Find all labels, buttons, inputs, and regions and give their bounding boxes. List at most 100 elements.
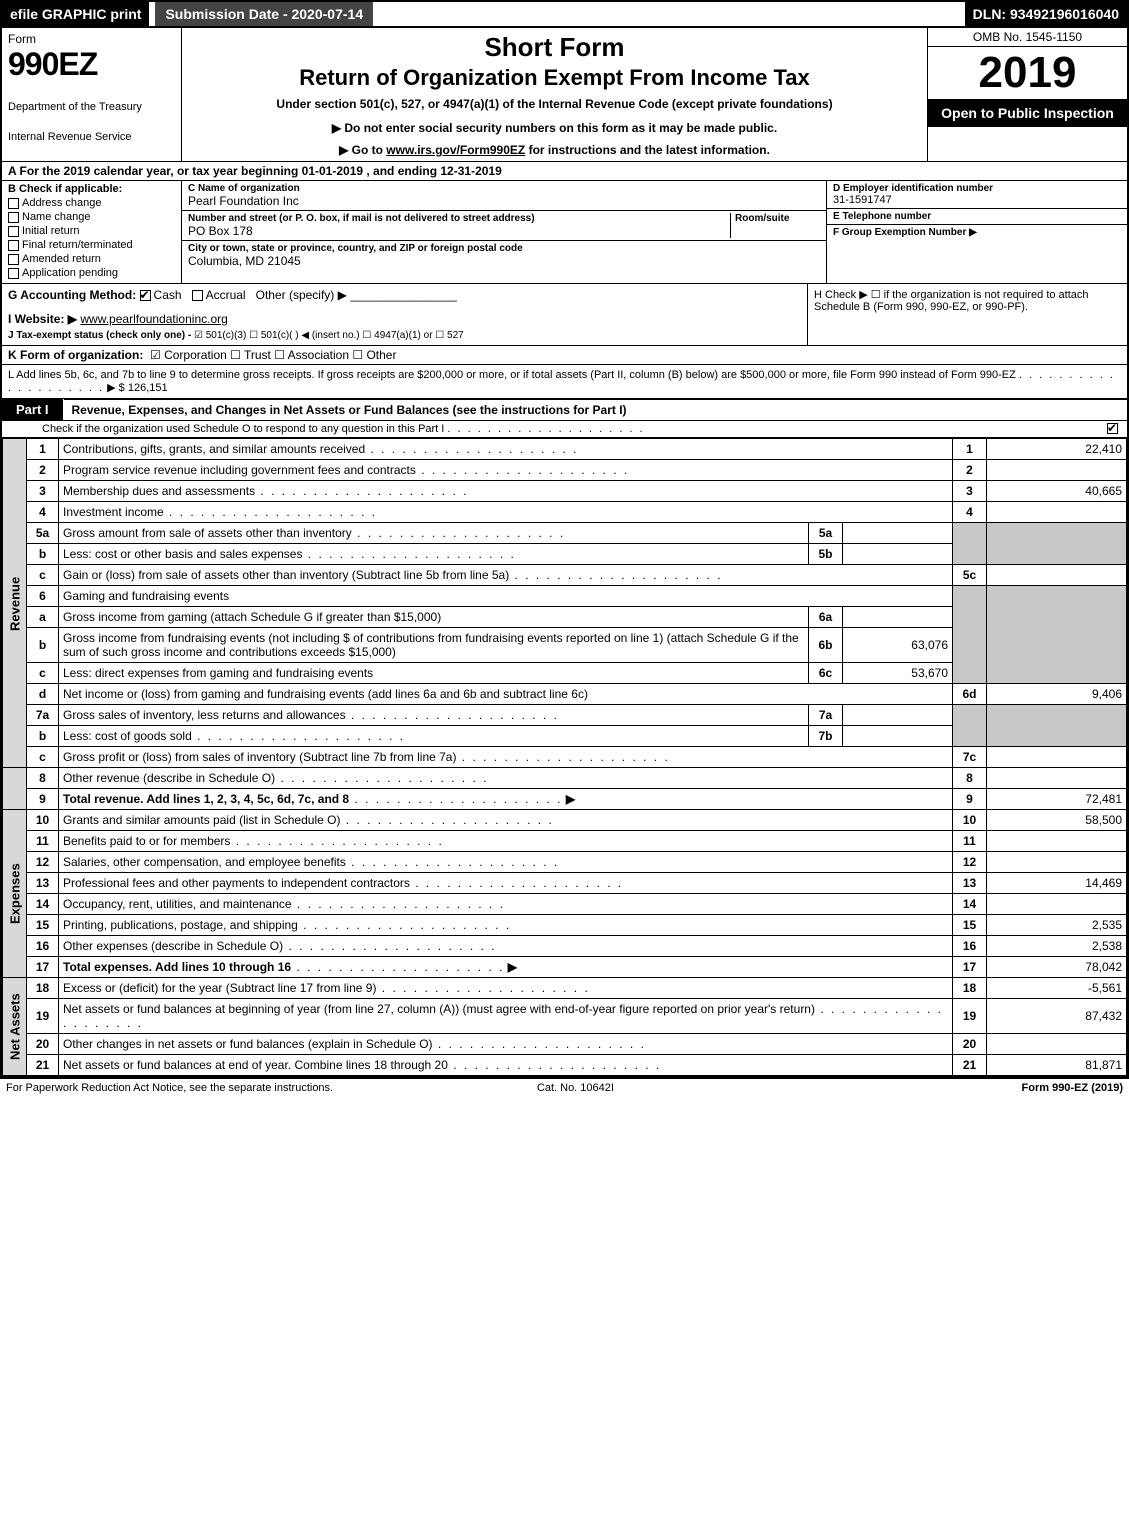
short-form-title: Short Form	[190, 32, 919, 63]
no-ssn-note: ▶ Do not enter social security numbers o…	[190, 121, 919, 135]
section-c: C Name of organization Pearl Foundation …	[182, 181, 827, 283]
website-link[interactable]: www.pearlfoundationinc.org	[80, 312, 227, 326]
group-exempt-cell: F Group Exemption Number ▶	[827, 225, 1127, 240]
section-a-calendar: A For the 2019 calendar year, or tax yea…	[2, 162, 1127, 181]
i-label: I Website: ▶	[8, 312, 77, 326]
table-row: c Gross profit or (loss) from sales of i…	[3, 747, 1127, 768]
k-options: ☑ Corporation ☐ Trust ☐ Association ☐ Ot…	[150, 348, 396, 362]
section-h: H Check ▶ ☐ if the organization is not r…	[807, 284, 1127, 345]
dept-treasury: Department of the Treasury	[8, 101, 175, 113]
table-row: 3 Membership dues and assessments 3 40,6…	[3, 481, 1127, 502]
city-label: City or town, state or province, country…	[188, 243, 820, 254]
phone-label: E Telephone number	[833, 211, 1121, 222]
chk-address-change[interactable]: Address change	[8, 197, 175, 209]
form-header: Form 990EZ Department of the Treasury In…	[2, 28, 1127, 162]
table-row: 20 Other changes in net assets or fund b…	[3, 1034, 1127, 1055]
section-def: D Employer identification number 31-1591…	[827, 181, 1127, 283]
org-name: Pearl Foundation Inc	[188, 194, 820, 208]
section-b: B Check if applicable: Address change Na…	[2, 181, 182, 283]
chk-schedule-o[interactable]	[1107, 423, 1118, 434]
table-row: 4 Investment income 4	[3, 502, 1127, 523]
chk-initial-return[interactable]: Initial return	[8, 225, 175, 237]
goto-suffix: for instructions and the latest informat…	[529, 143, 770, 157]
street-label: Number and street (or P. O. box, if mail…	[188, 213, 730, 224]
side-label-netassets: Net Assets	[3, 978, 27, 1076]
form-container: Form 990EZ Department of the Treasury In…	[0, 26, 1129, 1078]
table-row: Expenses 10 Grants and similar amounts p…	[3, 810, 1127, 831]
under-section: Under section 501(c), 527, or 4947(a)(1)…	[190, 97, 919, 111]
footer-left: For Paperwork Reduction Act Notice, see …	[6, 1082, 333, 1094]
table-row: 16 Other expenses (describe in Schedule …	[3, 936, 1127, 957]
ln-rno: 1	[953, 439, 987, 460]
section-b-header: B Check if applicable:	[8, 183, 175, 195]
header-middle: Short Form Return of Organization Exempt…	[182, 28, 927, 161]
g-label: G Accounting Method:	[8, 288, 136, 302]
city-cell: City or town, state or province, country…	[182, 241, 826, 270]
table-row: 11 Benefits paid to or for members 11	[3, 831, 1127, 852]
ln-no: 1	[27, 439, 59, 460]
group-exempt-label: F Group Exemption Number ▶	[833, 227, 1121, 238]
header-right: OMB No. 1545-1150 2019 Open to Public In…	[927, 28, 1127, 161]
street-cell: Number and street (or P. O. box, if mail…	[182, 211, 826, 241]
table-row: d Net income or (loss) from gaming and f…	[3, 684, 1127, 705]
ln-desc: Contributions, gifts, grants, and simila…	[59, 439, 953, 460]
l-text: L Add lines 5b, 6c, and 7b to line 9 to …	[8, 369, 1016, 381]
footer-right: Form 990-EZ (2019)	[1022, 1082, 1123, 1094]
omb-number: OMB No. 1545-1150	[928, 28, 1127, 47]
side-label-expenses: Expenses	[3, 810, 27, 978]
table-row: 13 Professional fees and other payments …	[3, 873, 1127, 894]
table-row: 2 Program service revenue including gove…	[3, 460, 1127, 481]
table-row: 8 Other revenue (describe in Schedule O)…	[3, 768, 1127, 789]
dept-irs: Internal Revenue Service	[8, 131, 175, 143]
table-row: 7a Gross sales of inventory, less return…	[3, 705, 1127, 726]
phone-cell: E Telephone number	[827, 209, 1127, 225]
table-row: Net Assets 18 Excess or (deficit) for th…	[3, 978, 1127, 999]
g-accrual: Accrual	[206, 288, 246, 302]
table-row: Revenue 1 Contributions, gifts, grants, …	[3, 439, 1127, 460]
goto-link[interactable]: www.irs.gov/Form990EZ	[386, 143, 525, 157]
header-left: Form 990EZ Department of the Treasury In…	[2, 28, 182, 161]
dln-label: DLN: 93492196016040	[965, 2, 1127, 26]
chk-final-return[interactable]: Final return/terminated	[8, 239, 175, 251]
row-gh: G Accounting Method: Cash Accrual Other …	[2, 284, 1127, 346]
chk-name-change[interactable]: Name change	[8, 211, 175, 223]
submission-date-label: Submission Date - 2020-07-14	[155, 2, 373, 26]
entity-row: B Check if applicable: Address change Na…	[2, 181, 1127, 284]
ein-value: 31-1591747	[833, 194, 1121, 206]
table-row: 5a Gross amount from sale of assets othe…	[3, 523, 1127, 544]
section-k: K Form of organization: ☑ Corporation ☐ …	[2, 346, 1127, 365]
chk-accrual[interactable]	[192, 290, 203, 301]
room-label: Room/suite	[735, 213, 820, 224]
form-label: Form	[8, 32, 175, 46]
table-row: 12 Salaries, other compensation, and emp…	[3, 852, 1127, 873]
ein-cell: D Employer identification number 31-1591…	[827, 181, 1127, 209]
financial-table: Revenue 1 Contributions, gifts, grants, …	[2, 438, 1127, 1076]
ein-label: D Employer identification number	[833, 183, 1121, 194]
part-i-title: Revenue, Expenses, and Changes in Net As…	[64, 400, 1127, 420]
table-row: 15 Printing, publications, postage, and …	[3, 915, 1127, 936]
section-g: G Accounting Method: Cash Accrual Other …	[2, 284, 807, 345]
efile-print-label[interactable]: efile GRAPHIC print	[2, 2, 149, 26]
table-row: 17 Total expenses. Add lines 10 through …	[3, 957, 1127, 978]
part-i-sub-text: Check if the organization used Schedule …	[42, 423, 444, 435]
table-row: 21 Net assets or fund balances at end of…	[3, 1055, 1127, 1076]
l-amount: 126,151	[128, 382, 168, 394]
g-cash: Cash	[154, 288, 182, 302]
section-l: L Add lines 5b, 6c, and 7b to line 9 to …	[2, 365, 1127, 399]
chk-amended-return[interactable]: Amended return	[8, 253, 175, 265]
table-row: 9 Total revenue. Add lines 1, 2, 3, 4, 5…	[3, 789, 1127, 810]
j-options: ☑ 501(c)(3) ☐ 501(c)( ) ◀ (insert no.) ☐…	[194, 330, 464, 341]
chk-application-pending[interactable]: Application pending	[8, 267, 175, 279]
side-label-revenue: Revenue	[3, 439, 27, 768]
table-row: 19 Net assets or fund balances at beginn…	[3, 999, 1127, 1034]
form-number: 990EZ	[8, 46, 175, 83]
g-other: Other (specify) ▶	[256, 288, 347, 302]
k-label: K Form of organization:	[8, 348, 143, 362]
return-title: Return of Organization Exempt From Incom…	[190, 65, 919, 91]
chk-cash[interactable]	[140, 290, 151, 301]
tax-year: 2019	[928, 47, 1127, 99]
city: Columbia, MD 21045	[188, 254, 820, 268]
top-bar: efile GRAPHIC print Submission Date - 20…	[0, 0, 1129, 26]
public-inspection: Open to Public Inspection	[928, 99, 1127, 127]
goto-instructions: ▶ Go to www.irs.gov/Form990EZ for instru…	[190, 143, 919, 157]
